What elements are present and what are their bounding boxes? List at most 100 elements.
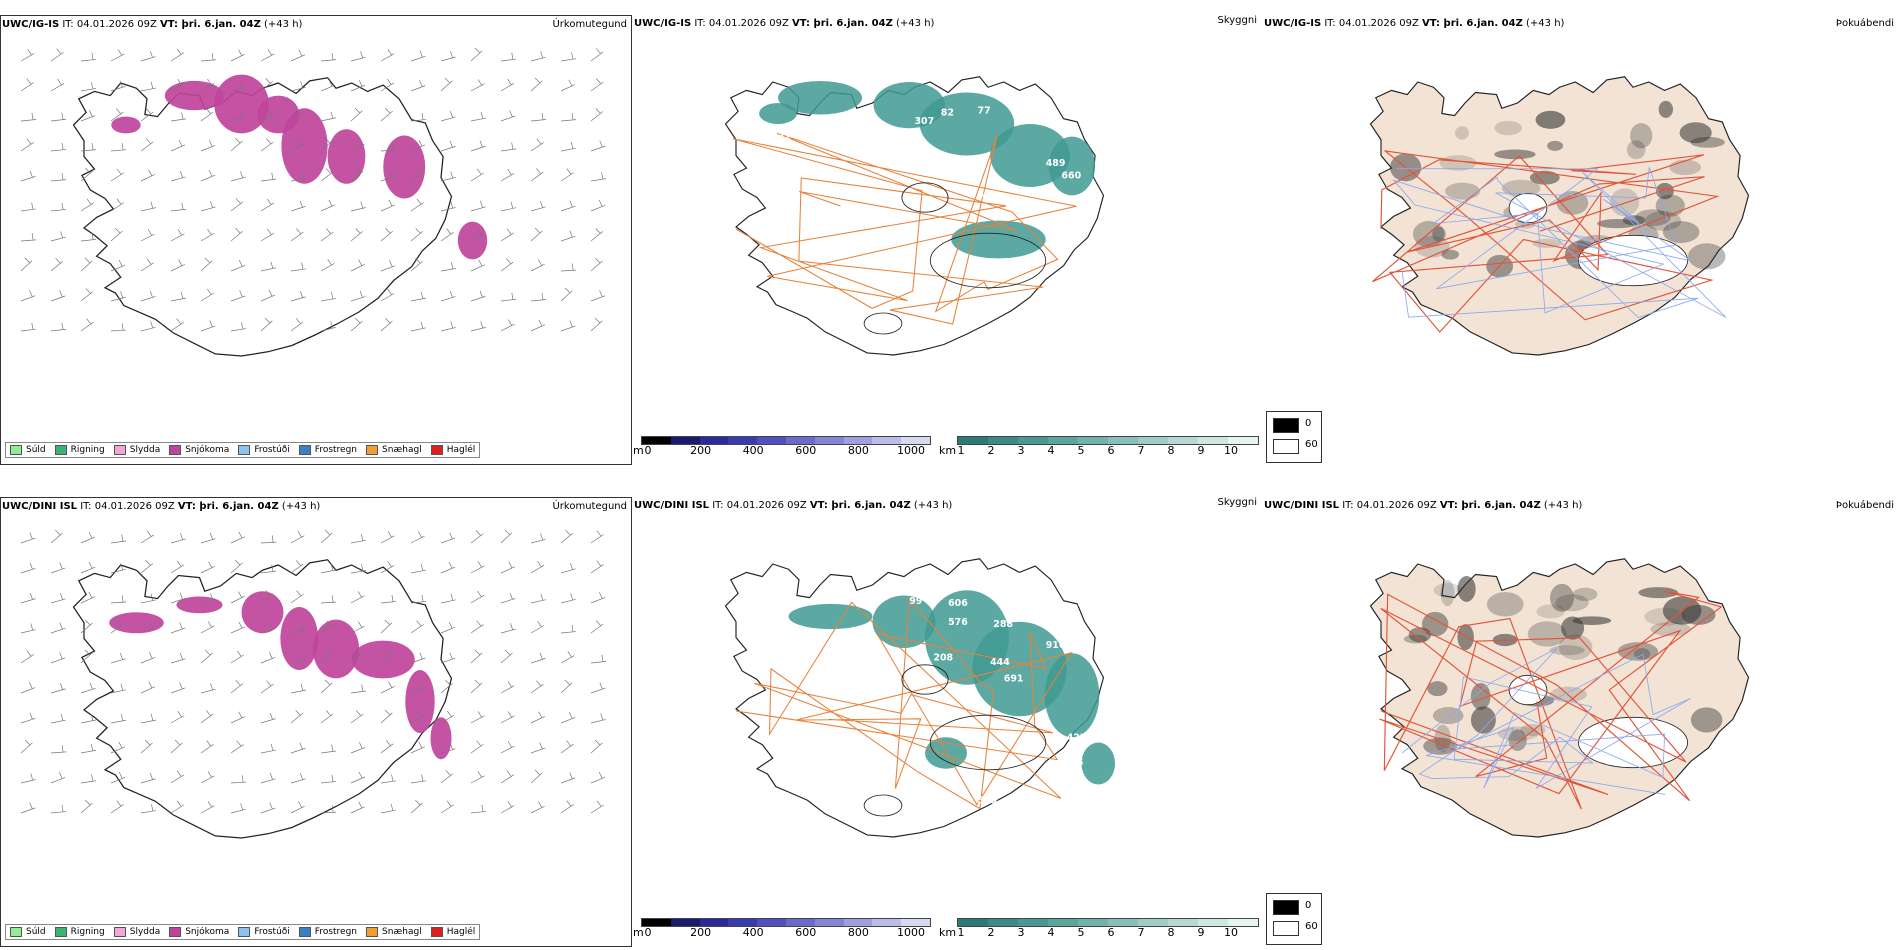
wind-barb — [230, 171, 246, 182]
legend-swatch — [430, 445, 443, 455]
wind-barb — [320, 111, 336, 122]
legend-swatch — [298, 445, 311, 455]
wind-barb — [530, 200, 546, 212]
lead-time: (+43 h) — [260, 19, 303, 30]
wind-barb — [170, 171, 186, 182]
wind-barb — [140, 621, 155, 634]
wind-barb — [170, 202, 187, 212]
wind-barb — [530, 227, 543, 242]
wind-barb — [410, 774, 427, 784]
wind-barb — [560, 141, 577, 152]
wind-barb — [290, 49, 306, 62]
wind-barb — [530, 560, 545, 574]
legend-item: Snæhagl — [366, 445, 422, 455]
fog-index-shade — [1536, 604, 1565, 619]
wind-barb — [170, 139, 186, 152]
wind-barb — [560, 200, 576, 212]
colorbar-tick: 400 — [742, 926, 764, 939]
fog-index-shade — [1555, 594, 1589, 612]
wind-barb — [290, 560, 304, 574]
wind-barb — [50, 529, 63, 544]
wind-barb — [530, 168, 544, 182]
colorbar-tick: 5 — [1077, 444, 1085, 457]
wind-barb — [140, 652, 156, 664]
wind-barb — [230, 775, 247, 784]
wind-barb — [410, 227, 424, 242]
wind-barb — [350, 168, 364, 182]
legend-item: Slydda — [113, 927, 160, 937]
wind-barb — [80, 142, 97, 152]
wind-barb — [140, 50, 156, 62]
low-visibility-area — [1081, 742, 1116, 785]
wind-barb — [410, 620, 424, 634]
wind-barb — [470, 679, 483, 694]
wind-barb — [80, 198, 94, 212]
fog-index-shade — [1457, 575, 1476, 602]
fog-index-shade — [1655, 194, 1685, 217]
cloudbase-label: 426 — [1064, 758, 1084, 769]
panel-header: UWC/IG-IS IT: 04.01.2026 09Z VT: þri. 6.… — [634, 18, 934, 29]
wind-barb — [590, 172, 607, 182]
wind-barb — [320, 529, 333, 544]
fog-index-shade — [1622, 215, 1646, 226]
wind-barb — [500, 319, 515, 332]
wind-barb — [590, 257, 603, 272]
colorbar-tick: 6 — [1107, 926, 1115, 939]
colorbar-unit: km — [939, 926, 957, 939]
wind-barb — [350, 259, 365, 272]
wind-barb — [200, 78, 215, 92]
wind-barb — [410, 531, 425, 544]
snow-area — [327, 129, 366, 184]
wind-barb — [470, 229, 485, 242]
colorbar-tick: 1 — [957, 926, 965, 939]
wind-barb — [560, 287, 573, 302]
wind-barb — [170, 592, 186, 604]
wind-barb — [200, 771, 215, 784]
wind-barb — [470, 771, 485, 784]
wind-barb — [440, 800, 454, 814]
wind-barb — [500, 52, 517, 62]
wind-barb — [500, 142, 517, 152]
wind-barb — [170, 259, 185, 272]
fog-map — [1369, 558, 1750, 838]
fog-index-shade — [1597, 219, 1637, 229]
colorbar-tick: 8 — [1167, 444, 1175, 457]
legend-swatch — [54, 445, 67, 455]
colorbar-tick: 10 — [1224, 444, 1238, 457]
wind-barb — [590, 78, 604, 92]
wind-barb — [320, 321, 336, 332]
wind-barb — [590, 739, 603, 754]
wind-barb — [230, 740, 244, 754]
wind-barb — [20, 290, 36, 302]
wind-barb — [530, 77, 543, 92]
fog-index-shade — [1650, 621, 1691, 637]
wind-barb — [380, 560, 395, 574]
wind-barb — [380, 288, 395, 302]
wind-barb — [350, 107, 363, 122]
fog-index-shade — [1690, 136, 1725, 148]
legend-item: Snjókoma — [169, 445, 229, 455]
fog-index-shade — [1669, 159, 1701, 176]
wind-barb — [80, 799, 93, 814]
wind-barb — [110, 620, 124, 634]
legend-item: Súld — [10, 927, 46, 937]
fog-legend-swatch — [1273, 900, 1299, 915]
wind-barb — [140, 804, 157, 814]
wind-barb — [260, 317, 273, 332]
glacier-outline — [863, 794, 903, 817]
snow-area — [109, 612, 164, 634]
wind-barb — [470, 649, 483, 664]
wind-barb — [110, 563, 126, 574]
cloudbase-label: 725 — [936, 158, 956, 169]
wind-barb — [50, 562, 66, 574]
wind-barb — [410, 50, 426, 62]
wind-barb — [380, 594, 397, 604]
fog-index-shade — [1658, 100, 1674, 118]
fog-index-shade — [1662, 221, 1700, 243]
fog-index-shade — [1655, 182, 1674, 200]
snow-area — [383, 135, 426, 199]
wind-barb — [260, 743, 277, 754]
snow-area — [164, 80, 224, 111]
legend-label: Frostregn — [314, 927, 358, 937]
wind-barb — [410, 563, 427, 574]
